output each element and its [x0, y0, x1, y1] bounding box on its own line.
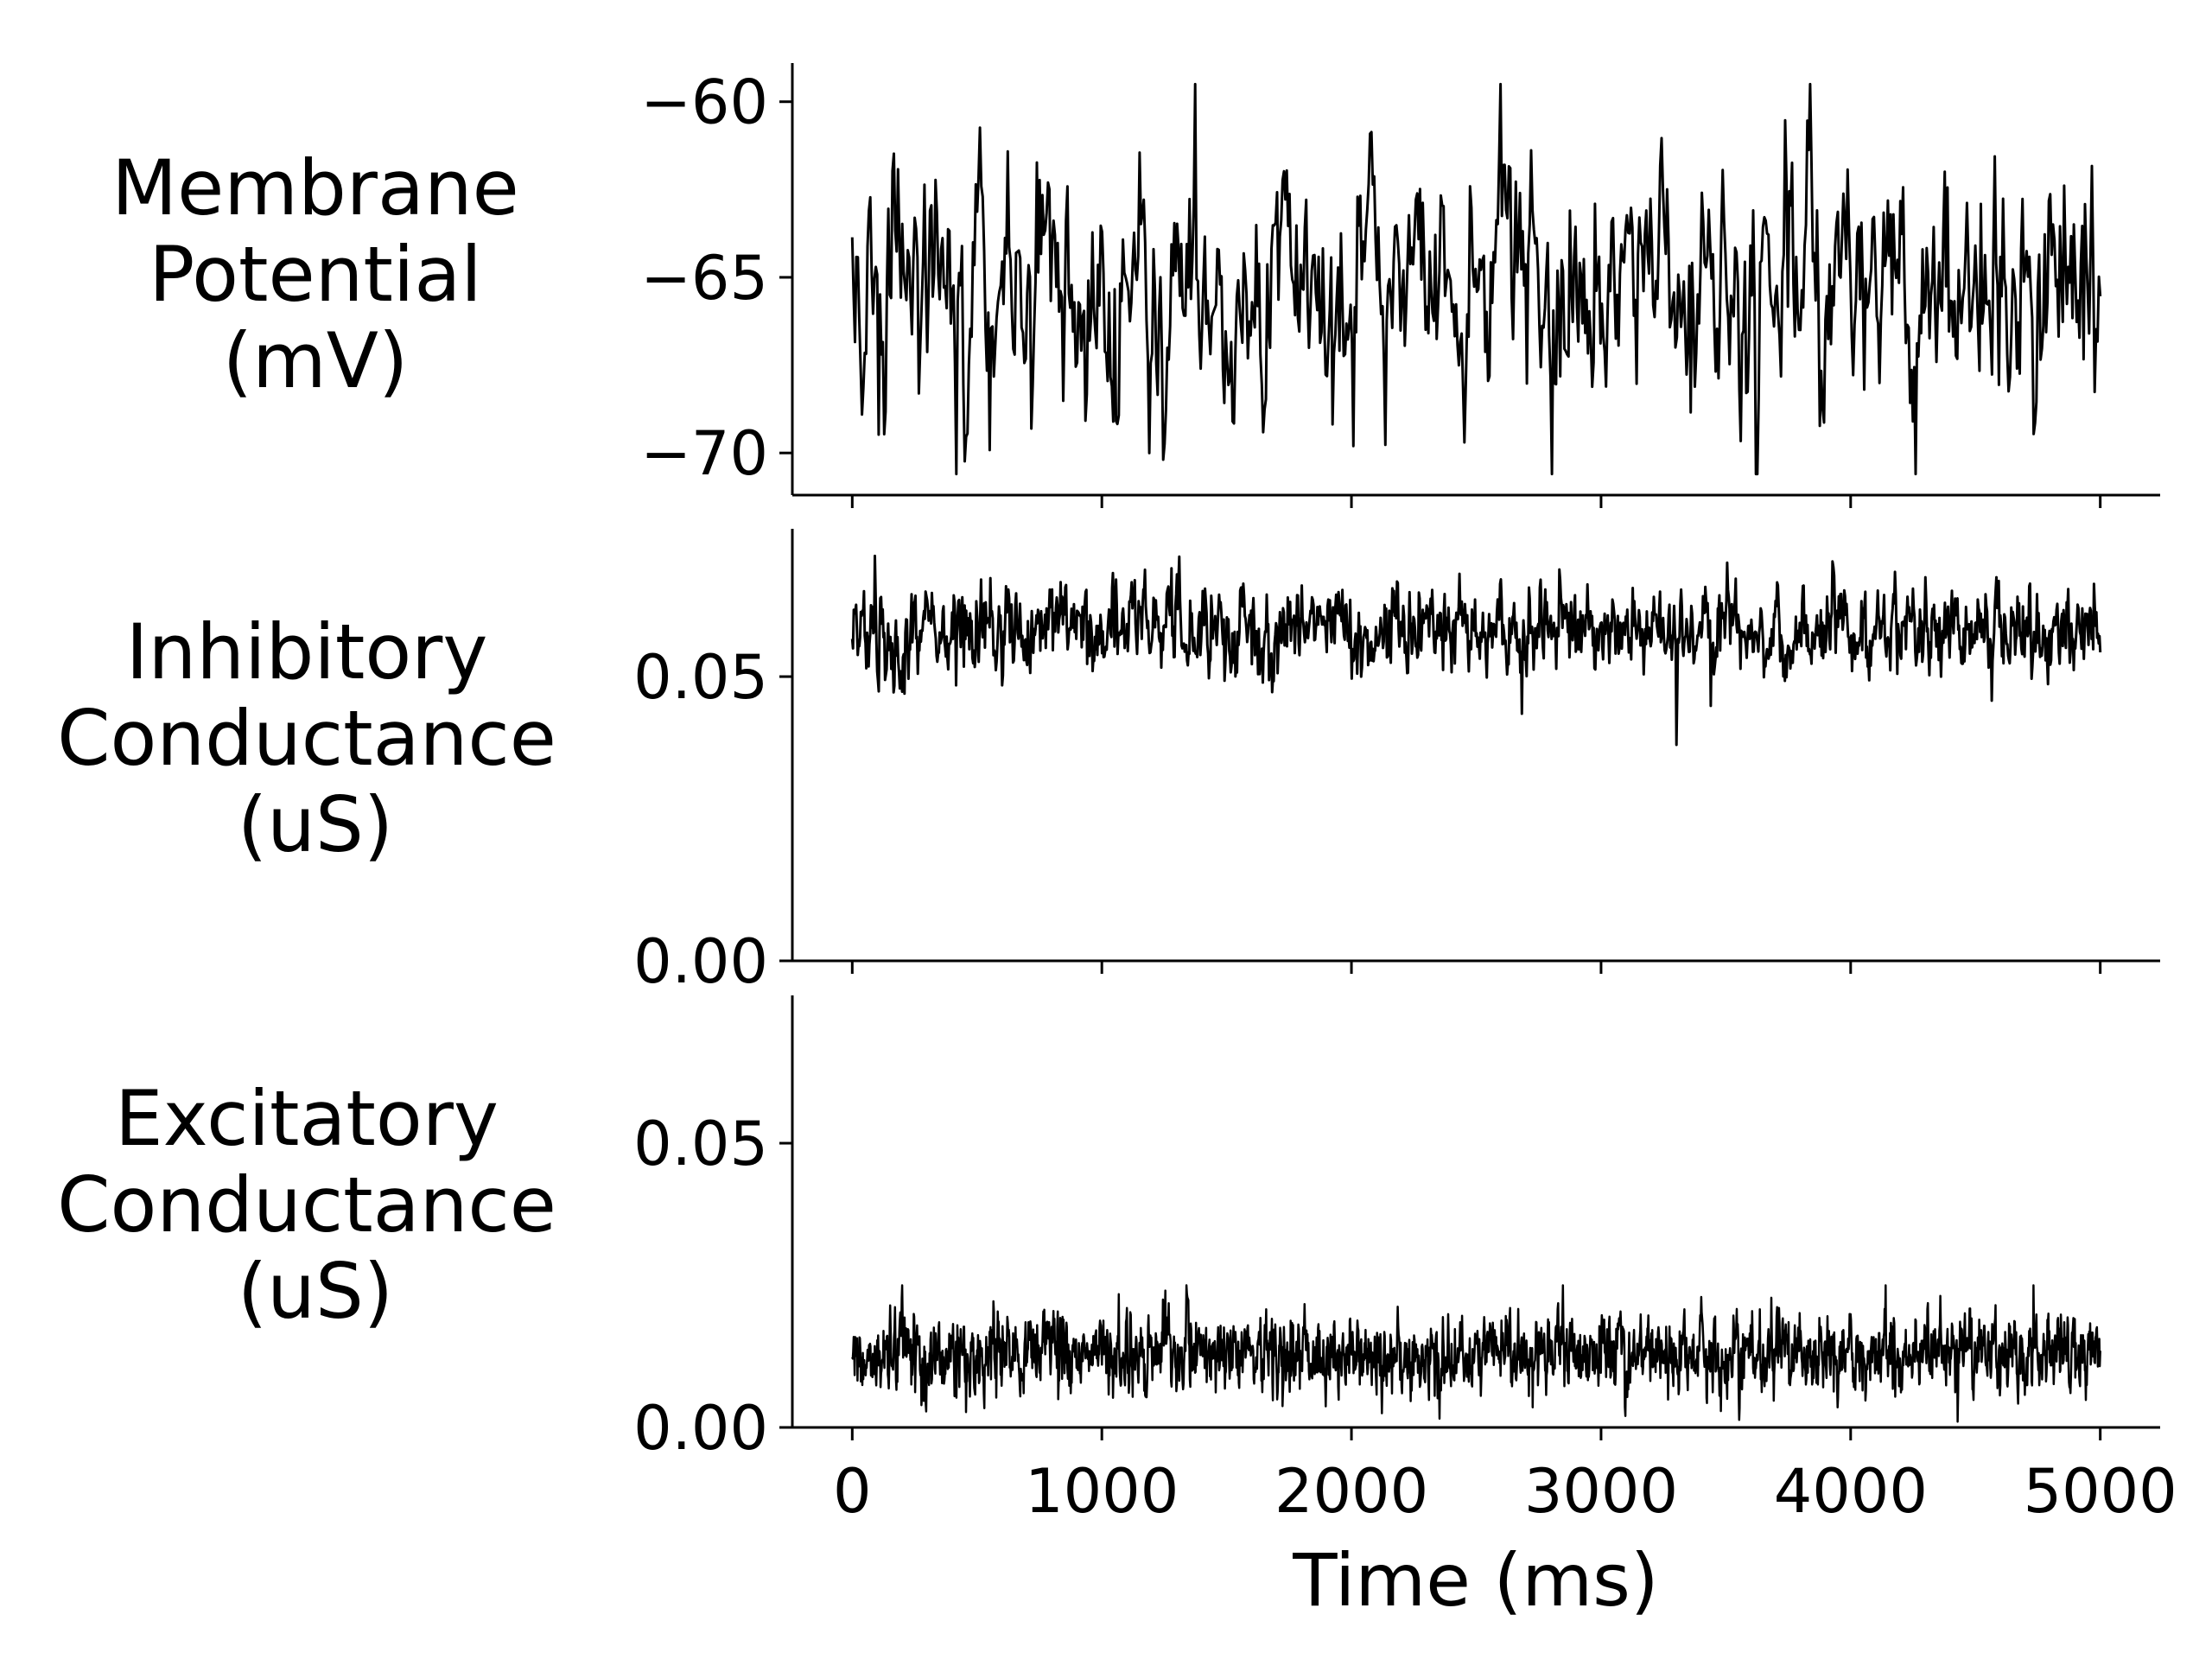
xtick-label: 0 [833, 1456, 872, 1527]
ytick-label: −70 [640, 418, 768, 489]
yticks-inhibitory: 0.05 0.00 [633, 642, 792, 997]
ytick-label: 0.05 [633, 1109, 768, 1179]
trace-inhibitory-conductance [850, 554, 2102, 747]
yticks-membrane: −60 −65 −70 [640, 67, 792, 489]
xtick-label: 4000 [1774, 1456, 1928, 1527]
trace-membrane-potential [850, 82, 2102, 476]
ylabel-inhibitory-line-1: Inhibitory [126, 607, 488, 696]
xticks-excitatory: 0 1000 2000 3000 4000 5000 [833, 1427, 2177, 1527]
ytick-label: −60 [640, 67, 768, 138]
ytick-label: −65 [640, 243, 768, 314]
ylabel-inhibitory-line-3: (uS) [238, 780, 393, 869]
ylabel-membrane-line-3: (mV) [223, 316, 409, 405]
yticks-excitatory: 0.05 0.00 [633, 1109, 792, 1464]
trace-excitatory-conductance [851, 1284, 2101, 1423]
panel-membrane-potential: Membrane Potential (mV) −60 −65 −70 [111, 63, 2160, 508]
panel-excitatory-conductance: Excitatory Conductance (uS) 0.05 0.00 0 10… [57, 995, 2177, 1623]
ytick-label: 0.00 [633, 1393, 768, 1464]
xtick-label: 1000 [1025, 1456, 1179, 1527]
ylabel-membrane-line-1: Membrane [111, 143, 519, 232]
ylabel-inhibitory-line-2: Conductance [57, 694, 556, 783]
xticks-inhibitory [850, 961, 2102, 974]
ylabel-excitatory-line-1: Excitatory [115, 1074, 499, 1163]
ylabel-excitatory-line-2: Conductance [57, 1160, 556, 1249]
ytick-label: 0.05 [633, 642, 768, 713]
x-axis-label: Time (ms) [1292, 1538, 1658, 1623]
xtick-label: 5000 [2024, 1456, 2177, 1527]
ylabel-membrane-line-2: Potential [149, 230, 482, 319]
panel-inhibitory-conductance: Inhibitory Conductance (uS) 0.05 0.00 [57, 529, 2160, 997]
ytick-label: 0.00 [633, 926, 768, 997]
xtick-label: 2000 [1274, 1456, 1428, 1527]
ylabel-excitatory-line-3: (uS) [238, 1247, 393, 1336]
xtick-label: 3000 [1524, 1456, 1678, 1527]
xticks-membrane [850, 495, 2102, 508]
